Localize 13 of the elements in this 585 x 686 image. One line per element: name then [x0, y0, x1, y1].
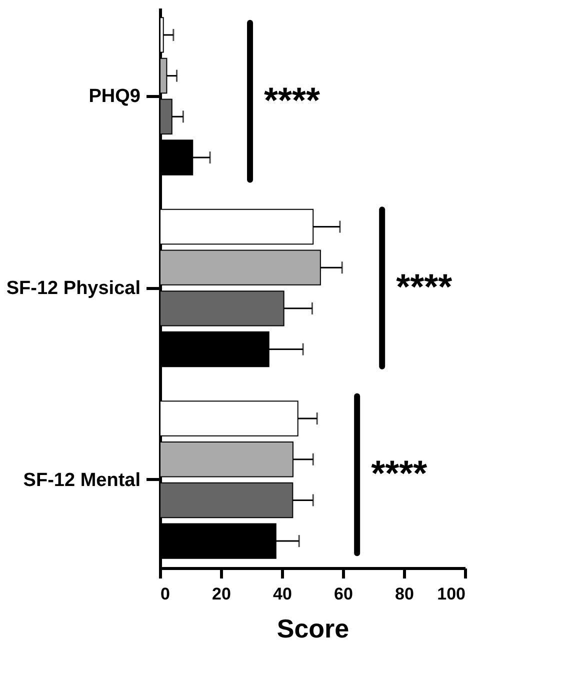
- x-tick-label: 80: [395, 584, 414, 604]
- x-tick-label: 40: [273, 584, 292, 604]
- x-tick-label: 60: [334, 584, 353, 604]
- x-axis-title: Score: [276, 614, 350, 644]
- x-tick-label: 0: [160, 584, 170, 604]
- x-tick-label: 100: [437, 584, 466, 604]
- annotation: ****: [396, 266, 452, 307]
- y-tick-label: PHQ9: [88, 86, 140, 108]
- annotation: ****: [264, 79, 320, 120]
- x-tick-label: 20: [212, 584, 231, 604]
- y-tick-label: SF-12 Physical: [6, 278, 140, 299]
- y-tick-label: SF-12 Mental: [23, 470, 140, 491]
- annotation: ****: [371, 452, 428, 494]
